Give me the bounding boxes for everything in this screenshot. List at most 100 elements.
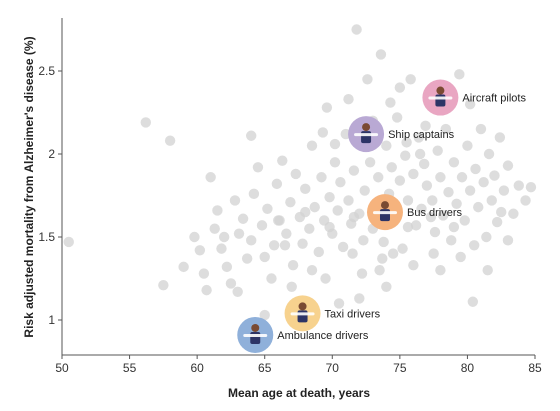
highlight-ambulance-driver: Ambulance drivers	[237, 316, 369, 353]
data-point	[520, 195, 531, 206]
data-point	[364, 157, 376, 168]
data-point	[443, 186, 454, 198]
bus-driver-icon	[372, 201, 397, 222]
data-point	[324, 221, 335, 233]
data-point	[489, 170, 500, 181]
x-axis-title: Mean age at death, years	[228, 386, 370, 400]
data-point	[320, 273, 331, 284]
data-point	[386, 162, 397, 173]
data-point	[435, 265, 446, 276]
data-point	[446, 235, 457, 246]
highlight-label: Ambulance drivers	[277, 330, 369, 342]
x-tick-label: 75	[393, 361, 407, 375]
data-point	[502, 235, 514, 246]
data-point	[329, 138, 341, 150]
data-point	[374, 265, 385, 276]
data-point	[285, 196, 296, 208]
data-point	[425, 211, 437, 223]
data-point	[381, 281, 392, 292]
data-point	[405, 74, 416, 85]
data-point	[348, 165, 360, 176]
data-point	[464, 185, 476, 196]
highlighted-occupations: Aircraft pilots Ship captains Bus drivers T…	[237, 79, 526, 353]
data-point	[437, 210, 449, 221]
data-point	[451, 198, 462, 209]
data-point	[394, 175, 406, 186]
data-point	[478, 177, 489, 188]
data-point	[304, 223, 315, 234]
data-point	[237, 213, 249, 224]
data-point	[201, 284, 212, 296]
y-axis-title: Risk adjusted mortality from Alzheimer's…	[22, 36, 36, 337]
data-point	[306, 265, 318, 276]
data-point	[221, 261, 233, 273]
data-point	[212, 205, 223, 216]
data-point	[248, 188, 260, 200]
data-point	[496, 206, 507, 218]
data-point	[178, 261, 189, 273]
data-point	[358, 235, 369, 246]
data-point	[286, 281, 297, 292]
data-point	[408, 168, 419, 180]
data-point	[448, 157, 460, 168]
data-point	[259, 309, 270, 321]
data-point	[435, 172, 446, 183]
x-tick-label: 70	[326, 361, 340, 375]
data-point	[508, 208, 519, 219]
data-point	[470, 163, 481, 175]
x-tick-label: 65	[258, 361, 272, 375]
y-tick-label: 1	[48, 313, 55, 327]
highlight-label: Bus drivers	[407, 207, 463, 219]
data-point	[164, 135, 176, 146]
data-point	[290, 168, 301, 180]
data-point	[381, 140, 392, 151]
data-point	[233, 228, 245, 239]
data-point	[321, 102, 333, 113]
data-point	[277, 155, 288, 166]
data-point	[300, 183, 311, 195]
data-point	[475, 123, 487, 135]
data-point	[63, 236, 74, 248]
highlight-taxi-driver: Taxi drivers	[284, 295, 381, 332]
data-point	[246, 130, 257, 141]
data-point	[481, 231, 492, 243]
x-tick-label: 55	[123, 361, 137, 375]
data-point	[279, 240, 291, 251]
data-point	[378, 236, 389, 248]
data-point	[317, 127, 329, 138]
data-point	[241, 253, 253, 264]
data-point	[209, 223, 220, 234]
data-point	[467, 296, 479, 307]
x-tick-label: 50	[55, 361, 69, 375]
data-point	[454, 69, 465, 80]
data-point	[420, 120, 431, 131]
data-point	[189, 231, 200, 243]
x-tick-label: 85	[528, 361, 542, 375]
data-point	[410, 220, 422, 231]
data-point	[262, 203, 273, 214]
highlight-label: Taxi drivers	[325, 308, 381, 320]
data-point	[498, 185, 510, 196]
data-point	[494, 132, 506, 143]
data-point	[306, 140, 318, 151]
data-point	[448, 221, 460, 233]
highlight-ship-captain: Ship captains	[348, 116, 455, 153]
data-point	[225, 278, 237, 289]
data-point	[482, 265, 493, 276]
x-axis-ticks: 50 55 60 65 70 75 80 85	[55, 355, 542, 375]
taxi-driver-icon	[290, 302, 315, 323]
data-point	[246, 235, 257, 246]
data-point	[429, 226, 441, 238]
data-point	[414, 148, 426, 160]
data-point	[401, 137, 412, 148]
data-point	[329, 157, 341, 168]
data-point	[377, 253, 388, 264]
data-point	[400, 150, 411, 161]
data-point	[362, 74, 373, 85]
data-point	[486, 195, 497, 206]
data-point	[268, 240, 280, 251]
data-point	[354, 293, 365, 304]
ship-captain-icon	[354, 123, 379, 144]
data-point	[502, 160, 514, 171]
